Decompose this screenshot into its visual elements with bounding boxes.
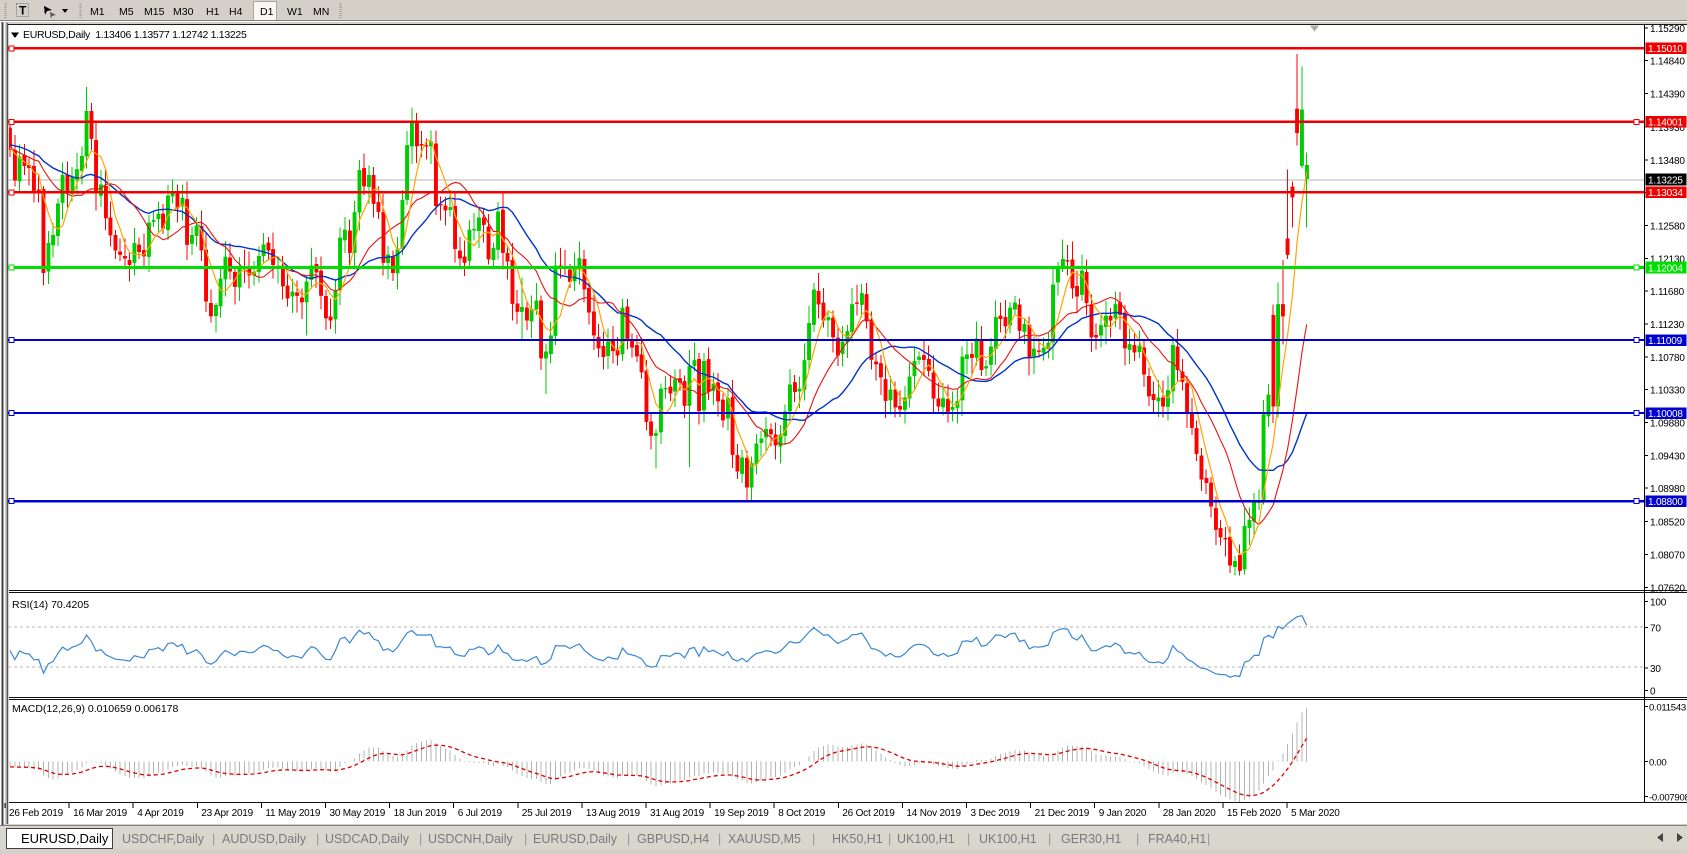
svg-text:|: | [316, 832, 319, 846]
svg-text:1.15290: 1.15290 [1650, 24, 1685, 35]
svg-text:H4: H4 [229, 6, 243, 18]
svg-text:70: 70 [1650, 624, 1661, 635]
svg-text:M1: M1 [90, 6, 105, 18]
svg-text:1.11230: 1.11230 [1650, 320, 1685, 331]
svg-text:|: | [967, 832, 970, 846]
svg-text:1.08800: 1.08800 [1648, 497, 1683, 508]
svg-text:XAUUSD,M5: XAUUSD,M5 [728, 832, 801, 846]
svg-text:19 Sep 2019: 19 Sep 2019 [714, 808, 769, 819]
svg-text:D1: D1 [260, 6, 274, 18]
svg-text:|: | [419, 832, 422, 846]
svg-text:RSI(14) 70.4205: RSI(14) 70.4205 [12, 599, 89, 611]
svg-text:8 Oct 2019: 8 Oct 2019 [778, 808, 826, 819]
svg-text:16 Mar 2019: 16 Mar 2019 [73, 808, 128, 819]
svg-text:EURUSD,Daily: EURUSD,Daily [533, 832, 618, 846]
svg-text:EURUSD,Daily 1.13406 1.13577: EURUSD,Daily 1.13406 1.13577 1.12742 1.1… [23, 29, 247, 41]
svg-text:|: | [812, 832, 815, 846]
svg-text:MN: MN [313, 6, 329, 18]
svg-text:1.10008: 1.10008 [1648, 409, 1683, 420]
svg-text:1.11009: 1.11009 [1648, 336, 1683, 347]
svg-text:M30: M30 [173, 6, 194, 18]
svg-text:26 Oct 2019: 26 Oct 2019 [842, 808, 895, 819]
svg-text:11 May 2019: 11 May 2019 [265, 808, 321, 819]
svg-text:28 Jan 2020: 28 Jan 2020 [1163, 808, 1216, 819]
svg-text:USDCNH,Daily: USDCNH,Daily [428, 832, 513, 846]
svg-text:GBPUSD,H4: GBPUSD,H4 [637, 832, 709, 846]
svg-text:1.08980: 1.08980 [1650, 484, 1685, 495]
svg-text:1.13034: 1.13034 [1648, 188, 1683, 199]
svg-text:30: 30 [1650, 664, 1661, 675]
svg-text:1.15010: 1.15010 [1648, 44, 1683, 55]
svg-text:1.09880: 1.09880 [1650, 418, 1685, 429]
svg-text:1.13930: 1.13930 [1650, 123, 1685, 134]
svg-text:1.10780: 1.10780 [1650, 353, 1685, 364]
svg-text:13 Aug 2019: 13 Aug 2019 [586, 808, 641, 819]
svg-text:GER30,H1: GER30,H1 [1061, 832, 1121, 846]
svg-text:1.12130: 1.12130 [1650, 254, 1685, 265]
svg-text:1.08070: 1.08070 [1650, 551, 1685, 562]
svg-text:|: | [888, 832, 891, 846]
svg-text:|: | [718, 832, 721, 846]
svg-text:1.08520: 1.08520 [1650, 518, 1685, 529]
svg-text:|: | [627, 832, 630, 846]
svg-text:1.12004: 1.12004 [1648, 263, 1683, 274]
svg-text:1.10330: 1.10330 [1650, 386, 1685, 397]
svg-text:0.011543: 0.011543 [1649, 702, 1686, 713]
svg-text:AUDUSD,Daily: AUDUSD,Daily [222, 832, 307, 846]
svg-text:EURUSD,Daily: EURUSD,Daily [21, 831, 109, 846]
svg-text:100: 100 [1650, 598, 1667, 609]
svg-text:14 Nov 2019: 14 Nov 2019 [906, 808, 961, 819]
svg-text:|: | [1207, 832, 1210, 846]
svg-text:FRA40,H1: FRA40,H1 [1148, 832, 1206, 846]
svg-text:T: T [19, 4, 27, 18]
svg-text:1.13480: 1.13480 [1650, 156, 1685, 167]
svg-text:1.13225: 1.13225 [1648, 175, 1683, 186]
svg-text:6 Jul 2019: 6 Jul 2019 [458, 808, 503, 819]
svg-text:UK100,H1: UK100,H1 [979, 832, 1037, 846]
svg-text:15 Feb 2020: 15 Feb 2020 [1227, 808, 1282, 819]
svg-text:HK50,H1: HK50,H1 [832, 832, 883, 846]
svg-text:23 Apr 2019: 23 Apr 2019 [201, 808, 253, 819]
svg-text:5 Mar 2020: 5 Mar 2020 [1291, 808, 1340, 819]
svg-text:UK100,H1: UK100,H1 [897, 832, 955, 846]
svg-text:30 May 2019: 30 May 2019 [330, 808, 386, 819]
svg-text:1.14840: 1.14840 [1650, 57, 1685, 68]
svg-text:MACD(12,26,9) 0.010659 0.00617: MACD(12,26,9) 0.010659 0.006178 [12, 703, 179, 715]
svg-text:M5: M5 [119, 6, 134, 18]
svg-text:9 Jan 2020: 9 Jan 2020 [1099, 808, 1147, 819]
svg-text:26 Feb 2019: 26 Feb 2019 [9, 808, 64, 819]
svg-text:USDCAD,Daily: USDCAD,Daily [325, 832, 410, 846]
svg-text:1.09430: 1.09430 [1650, 451, 1685, 462]
svg-text:|: | [212, 832, 215, 846]
svg-text:|: | [1048, 832, 1051, 846]
svg-text:1.11680: 1.11680 [1650, 287, 1685, 298]
svg-text:3 Dec 2019: 3 Dec 2019 [971, 808, 1021, 819]
svg-text:|: | [1136, 832, 1139, 846]
svg-text:4 Apr 2019: 4 Apr 2019 [137, 808, 184, 819]
svg-text:USDCHF,Daily: USDCHF,Daily [122, 832, 205, 846]
svg-text:-0.007908: -0.007908 [1649, 793, 1687, 804]
svg-text:1.14390: 1.14390 [1650, 90, 1685, 101]
svg-text:H1: H1 [206, 6, 220, 18]
svg-text:21 Dec 2019: 21 Dec 2019 [1035, 808, 1090, 819]
svg-text:0: 0 [1650, 687, 1656, 698]
svg-text:25 Jul 2019: 25 Jul 2019 [522, 808, 572, 819]
svg-text:31 Aug 2019: 31 Aug 2019 [650, 808, 705, 819]
svg-text:W1: W1 [287, 6, 303, 18]
svg-text:18 Jun 2019: 18 Jun 2019 [394, 808, 447, 819]
svg-text:1.12580: 1.12580 [1650, 222, 1685, 233]
svg-text:M15: M15 [144, 6, 165, 18]
svg-text:|: | [524, 832, 527, 846]
svg-text:1.07620: 1.07620 [1650, 583, 1685, 594]
svg-text:0.00: 0.00 [1649, 757, 1666, 768]
svg-text:1.14001: 1.14001 [1648, 118, 1683, 129]
